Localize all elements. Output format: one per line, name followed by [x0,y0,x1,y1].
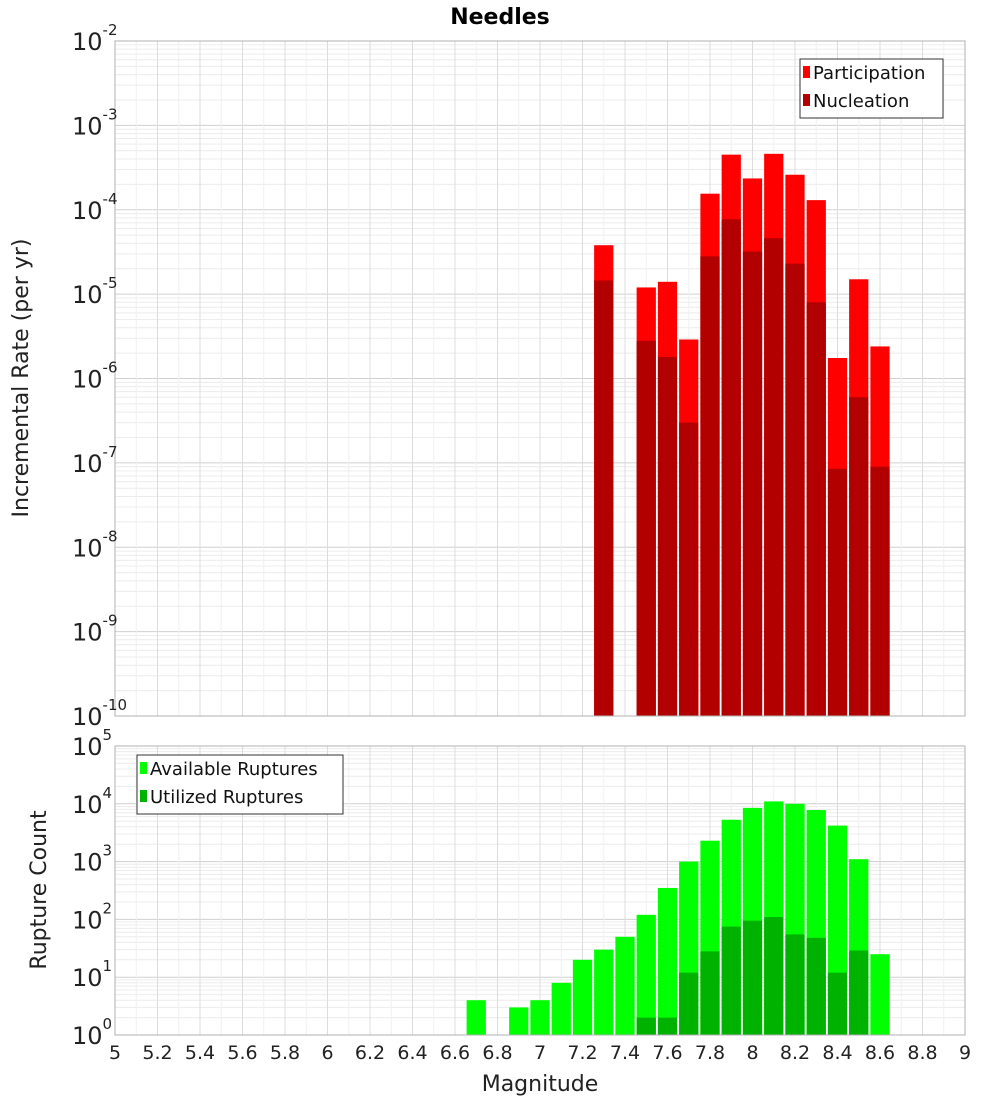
top-bar-secondary [657,356,678,716]
bottom-bar-primary [594,949,614,1035]
x-tick-label: 7.6 [652,1042,682,1064]
top-y-tick-label: 10-10 [72,696,127,731]
x-tick-label: 5.4 [185,1042,215,1064]
bottom-plot-frame [114,745,966,1036]
top-bar-secondary [806,302,826,716]
top-y-tick-label: 10-4 [72,190,118,225]
bottom-bar-secondary [827,972,848,1035]
bottom-bar-primary [530,1000,550,1035]
x-tick-label: 7 [534,1042,546,1064]
top-bar-secondary [742,251,763,716]
top-plot-frame [114,40,966,717]
bottom-bar-primary [870,954,890,1035]
bottom-plot-area: 100 101 102 103 104 105 Available Ruptures Util… [72,726,966,1050]
top-plot-area: 10-10 10-9 10-8 10-7 10-6 10-5 10-4 10-3 10-2 Par… [72,21,966,731]
x-tick-label: 8.6 [865,1042,895,1064]
x-tick-label: 5.8 [270,1042,300,1064]
bottom-bar-secondary [636,1017,656,1035]
top-legend-label: Participation [813,63,925,84]
top-legend-swatch [803,66,810,78]
top-legend-box [799,58,944,119]
x-tick-label: 7.2 [567,1042,597,1064]
bottom-legend-swatch [140,762,147,774]
bottom-legend-label: Available Ruptures [150,759,318,780]
x-tick-label: 6.4 [397,1042,427,1064]
top-bar-secondary [636,340,656,716]
x-tick-label: 5 [109,1042,121,1064]
bottom-bar-secondary [785,934,805,1035]
top-y-tick-label: 10-9 [72,612,118,647]
bottom-bar-secondary [679,972,699,1035]
top-bar-secondary [594,280,614,716]
bottom-legend: Available Ruptures Utilized Ruptures [136,754,344,815]
top-bar-secondary [849,397,869,716]
bottom-y-tick-label: 104 [72,784,112,819]
top-y-tick-label: 10-3 [72,105,118,140]
x-tick-label: 8.2 [780,1042,810,1064]
x-tick-label: 5.2 [142,1042,172,1064]
top-legend-swatch [803,94,810,106]
top-y-tick-label: 10-6 [72,359,118,394]
bottom-bar-primary [466,1000,486,1035]
x-tick-label: 6 [321,1042,333,1064]
bottom-legend-swatch [140,790,147,802]
bottom-bar-primary [551,982,571,1035]
x-tick-label: 8 [746,1042,758,1064]
bottom-y-axis-label: Rupture Count [27,810,52,970]
x-axis-label: Magnitude [482,1072,599,1097]
bottom-y-tick-label: 103 [72,842,112,877]
top-y-tick-label: 10-7 [72,443,118,478]
x-tick-label: 8.4 [822,1042,852,1064]
bottom-bar-primary [657,887,678,1035]
top-bar-secondary [679,422,699,716]
top-bar-secondary [785,263,805,716]
x-tick-label: 7.4 [610,1042,640,1064]
top-legend-label: Nucleation [813,91,909,112]
top-y-tick-label: 10-5 [72,274,118,309]
bottom-bar-primary [615,936,635,1035]
bottom-bar-secondary [742,920,763,1035]
bottom-bar-secondary [764,917,784,1035]
x-tick-label: 7.8 [695,1042,725,1064]
x-tick-label: 6.8 [482,1042,512,1064]
bottom-bar-secondary [849,950,869,1035]
top-legend: Participation Nucleation [799,58,944,119]
top-y-axis-label: Incremental Rate (per yr) [9,239,34,518]
bottom-legend-box [136,754,344,815]
bottom-y-tick-label: 102 [72,899,112,934]
x-tick-label: 6.2 [355,1042,385,1064]
top-bar-secondary [764,238,784,716]
chart-title: Needles [450,5,550,30]
top-y-tick-label: 10-8 [72,527,118,562]
bottom-y-tick-label: 100 [72,1015,112,1050]
bottom-bar-primary [572,959,593,1035]
x-tick-label: 5.6 [227,1042,257,1064]
x-tick-label: 8.8 [907,1042,937,1064]
top-bar-secondary [870,466,890,716]
x-tick-label: 6.6 [440,1042,470,1064]
bottom-y-tick-label: 101 [72,957,112,992]
bottom-bar-primary [509,1007,529,1035]
top-bar-secondary [700,256,720,716]
bottom-bar-secondary [700,951,720,1035]
bottom-legend-label: Utilized Ruptures [150,787,303,808]
bottom-bar-secondary [657,1017,678,1035]
bottom-bar-primary [636,914,656,1035]
bottom-bar-secondary [721,926,741,1035]
bottom-y-tick-label: 105 [72,726,112,761]
x-tick-label: 9 [959,1042,971,1064]
top-y-tick-label: 10-2 [72,21,118,56]
top-bar-secondary [721,219,741,717]
top-bar-secondary [827,468,848,716]
bottom-bar-secondary [806,937,826,1035]
